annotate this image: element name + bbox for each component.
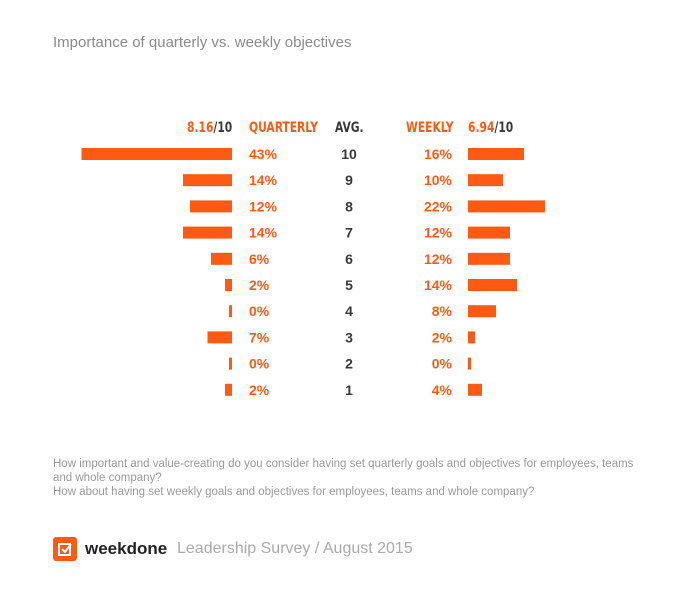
quarterly-label: 12% <box>249 198 278 214</box>
quarterly-label: 43% <box>249 146 278 162</box>
weekly-label: 12% <box>424 251 453 267</box>
brand-name: weekdone <box>85 539 168 558</box>
question-weekly: How about having set weekly goals and ob… <box>53 486 535 498</box>
category-label: 5 <box>345 277 353 293</box>
weekly-bar <box>468 174 503 187</box>
quarterly-bar <box>229 305 232 318</box>
weekly-average: 6.94/10 <box>468 120 514 136</box>
category-label: 1 <box>345 382 353 398</box>
weekly-label: 0% <box>432 356 453 372</box>
weekly-bar <box>468 305 496 318</box>
quarterly-bar <box>225 383 232 396</box>
quarterly-bar <box>81 148 232 160</box>
chart-title: Importance of quarterly vs. weekly objec… <box>53 34 352 51</box>
quarterly-label: 14% <box>249 172 278 188</box>
weekly-bar <box>468 331 475 344</box>
quarterly-label: 0% <box>249 356 270 372</box>
quarterly-bar <box>211 252 232 265</box>
category-label: 9 <box>345 172 353 188</box>
quarterly-label: 7% <box>249 329 270 345</box>
weekly-bar <box>468 279 517 291</box>
weekly-header: WEEKLY <box>406 120 454 136</box>
quarterly-bar <box>183 226 232 239</box>
weekly-label: 22% <box>424 198 453 214</box>
quarterly-bar <box>190 200 232 213</box>
weekly-bar <box>468 252 510 265</box>
quarterly-header: QUARTERLY <box>249 120 319 136</box>
weekdone-logo-icon <box>53 537 77 561</box>
category-label: 7 <box>345 225 353 241</box>
weekly-bar <box>468 226 510 239</box>
category-label: 4 <box>345 303 353 319</box>
weekly-label: 12% <box>424 225 453 241</box>
quarterly-bar <box>183 174 232 187</box>
weekly-bar <box>468 200 545 213</box>
weekly-label: 2% <box>432 329 453 345</box>
weekly-label: 16% <box>424 146 453 162</box>
avg-header: AVG. <box>335 120 364 136</box>
weekly-label: 10% <box>424 172 453 188</box>
category-label: 10 <box>341 146 357 162</box>
category-label: 8 <box>345 198 353 214</box>
quarterly-label: 0% <box>249 303 270 319</box>
quarterly-bar <box>225 279 232 291</box>
weekly-label: 4% <box>432 382 453 398</box>
quarterly-label: 2% <box>249 382 270 398</box>
category-label: 3 <box>345 329 353 345</box>
quarterly-label: 14% <box>249 225 278 241</box>
survey-question: How important and value-creating do you … <box>53 457 653 499</box>
survey-subtitle: Leadership Survey / August 2015 <box>177 540 413 557</box>
weekly-bar <box>468 148 524 160</box>
category-label: 2 <box>345 356 353 372</box>
weekly-bar <box>468 357 471 370</box>
weekly-bar <box>468 383 482 396</box>
question-quarterly: How important and value-creating do you … <box>53 458 634 484</box>
quarterly-bar <box>207 331 232 344</box>
quarterly-average: 8.16/10 <box>187 120 233 136</box>
quarterly-bar <box>229 357 232 370</box>
quarterly-label: 6% <box>249 251 270 267</box>
category-label: 6 <box>345 251 353 267</box>
weekly-label: 8% <box>432 303 453 319</box>
quarterly-label: 2% <box>249 277 270 293</box>
weekly-label: 14% <box>424 277 453 293</box>
